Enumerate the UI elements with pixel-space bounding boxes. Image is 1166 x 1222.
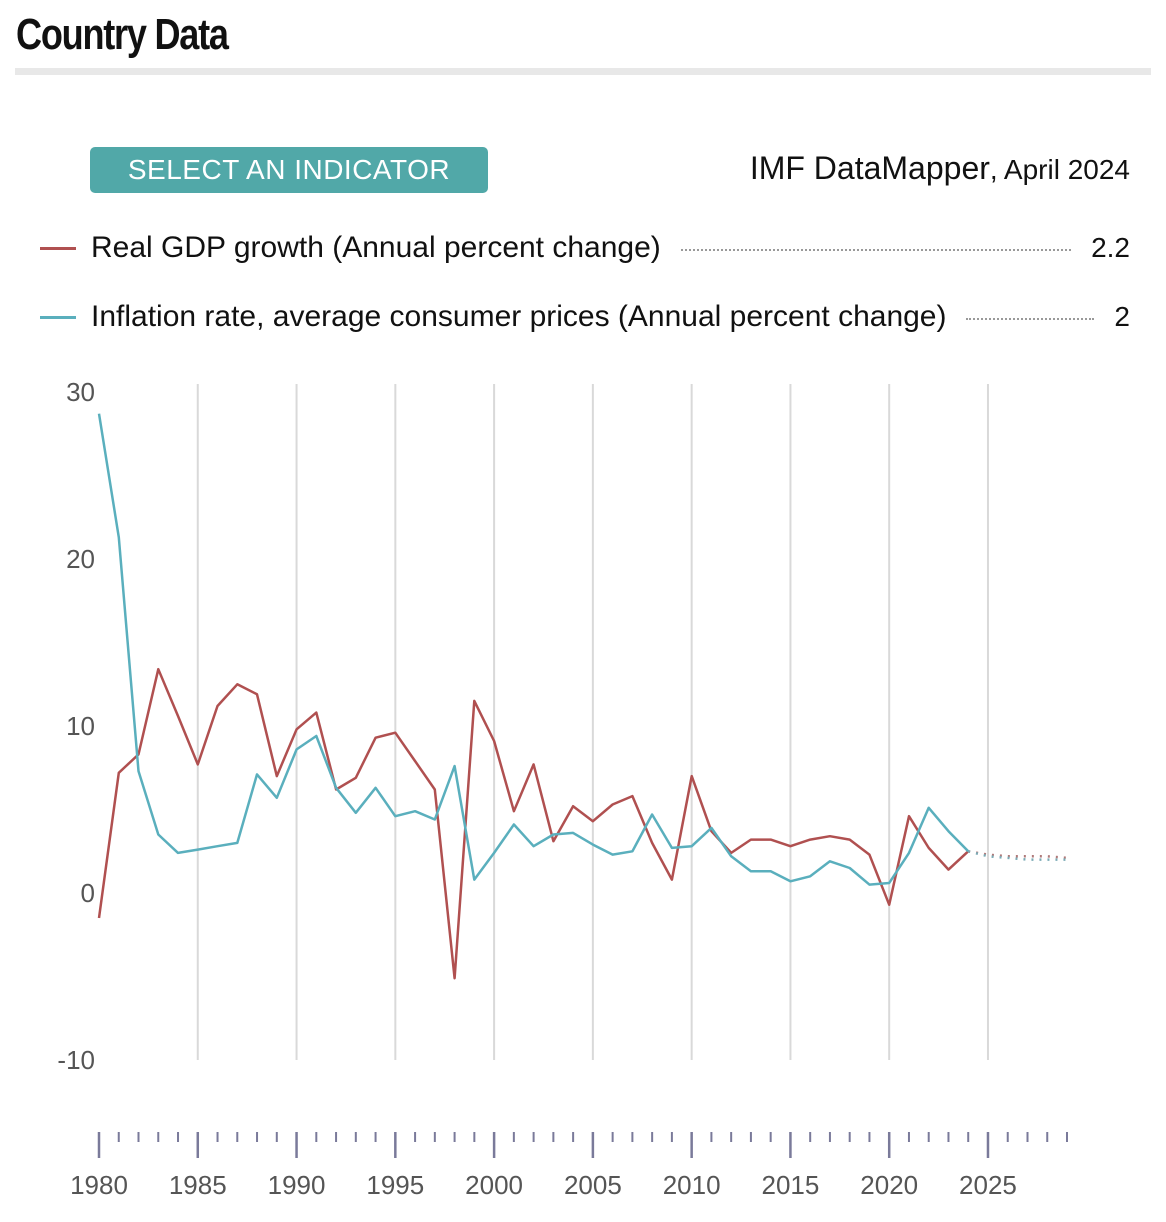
legend-item-gdp[interactable]: Real GDP growth (Annual percent change) … xyxy=(40,228,1130,268)
line-chart: -10 0 10 20 30 1980 1985 1990 1995 2000 2005 2010 20… xyxy=(57,377,1068,1200)
title-divider xyxy=(15,68,1151,75)
y-tick-label: 0 xyxy=(81,878,95,908)
legend-label-inflation: Inflation rate, average consumer prices … xyxy=(91,300,947,333)
x-tick-label: 1990 xyxy=(268,1170,326,1200)
legend-value-inflation: 2 xyxy=(1114,301,1130,332)
x-tick-label: 2005 xyxy=(564,1170,622,1200)
forecast-line-gdp xyxy=(967,850,1068,860)
y-tick-label: 20 xyxy=(66,544,95,574)
series-line-inflation xyxy=(97,413,970,886)
select-indicator-button[interactable]: SELECT AN INDICATOR xyxy=(90,147,488,193)
source-attribution: IMF DataMapper, April 2024 xyxy=(750,150,1130,187)
legend-swatch-gdp xyxy=(40,246,76,250)
legend-label-gdp: Real GDP growth (Annual percent change) xyxy=(91,231,661,264)
x-tick-label: 2010 xyxy=(663,1170,721,1200)
y-tick-label: -10 xyxy=(57,1045,95,1075)
x-tick-label: 1980 xyxy=(70,1170,128,1200)
page-title: Country Data xyxy=(16,10,229,59)
y-tick-label: 10 xyxy=(66,711,95,741)
x-tick-label: 2020 xyxy=(860,1170,918,1200)
x-tick-label: 2025 xyxy=(959,1170,1017,1200)
x-tick-label: 2000 xyxy=(465,1170,523,1200)
legend-leader-dots xyxy=(680,249,1072,251)
legend-item-inflation[interactable]: Inflation rate, average consumer prices … xyxy=(40,297,1130,337)
source-date: , April 2024 xyxy=(989,154,1130,185)
x-tick-label: 1985 xyxy=(169,1170,227,1200)
source-name: IMF DataMapper xyxy=(749,150,990,186)
series-line-gdp xyxy=(97,667,970,980)
legend-value-gdp: 2.2 xyxy=(1091,232,1130,263)
forecast-line-inflation xyxy=(967,850,1067,861)
legend-swatch-inflation xyxy=(40,315,76,319)
x-tick-label: 2015 xyxy=(762,1170,820,1200)
x-tick-label: 1995 xyxy=(366,1170,424,1200)
y-tick-label: 30 xyxy=(66,377,95,407)
legend-leader-dots xyxy=(966,318,1095,320)
